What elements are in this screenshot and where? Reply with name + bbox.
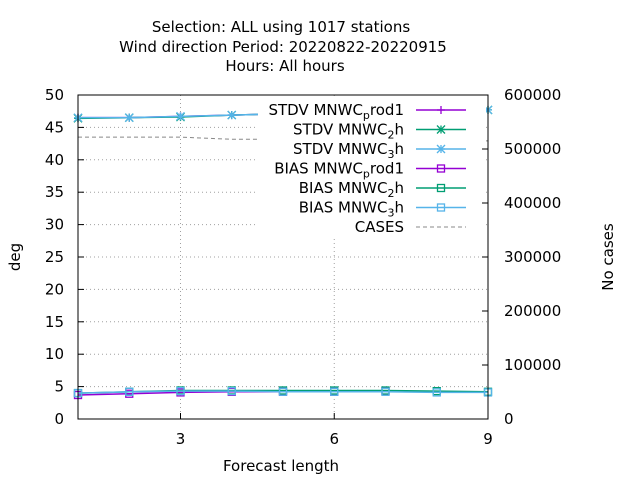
legend-marker-2 [436,144,446,154]
y-tick-label: 15 [45,313,64,331]
series-5-point [227,386,236,396]
series-2-point [227,110,237,120]
legend-label-3: BIAS MNWCprod1 [274,160,404,181]
legend-label-5: BIAS MNWC3h [299,199,404,220]
legend-label-1: STDV MNWC2h [293,121,404,142]
y-tick-label: 35 [45,183,64,201]
y-tick-label: 50 [45,86,64,104]
series-5-point [381,387,390,396]
y2-tick-label: 100000 [504,356,561,374]
legend-marker-4 [436,183,446,193]
y-tick-label: 5 [54,378,64,396]
title-line-1: Selection: ALL using 1017 stations [152,18,411,36]
legend-marker-1 [436,125,446,134]
y-tick-label: 45 [45,118,64,136]
y2-axis-label: No cases [599,223,617,291]
legend-box [258,96,486,236]
legend-marker-5 [436,203,446,212]
y2-tick-label: 500000 [504,140,561,158]
series-5-point [330,387,339,396]
y2-tick-label: 300000 [504,248,561,266]
y-tick-label: 10 [45,345,64,363]
y-tick-label: 25 [45,248,64,266]
y-tick-label: 20 [45,280,64,298]
chart-title: Selection: ALL using 1017 stations Wind … [119,18,447,75]
legend-label-0: STDV MNWCprod1 [268,101,404,122]
series-5-point [125,387,134,396]
legend-marker-3 [436,164,446,173]
y-tick-label: 0 [54,410,64,428]
axis-ticks: 0 5 10 15 20 25 30 35 40 45 50 0 100000 200000 300000 4… [45,86,561,448]
y-tick-label: 40 [45,151,64,169]
series-2-point [124,113,134,123]
legend-label-6: CASES [355,218,404,236]
y2-tick-label: 600000 [504,86,561,104]
series-5-point [176,386,185,396]
series-2-point [176,111,185,121]
title-line-2: Wind direction Period: 20220822-20220915 [119,38,447,56]
x-tick-label: 6 [329,430,339,448]
y-tick-label: 30 [45,216,64,234]
y2-tick-label: 400000 [504,194,561,212]
y2-tick-label: 0 [504,410,514,428]
x-tick-label: 9 [483,430,493,448]
series-5-point [432,388,441,397]
legend-label-2: STDV MNWC3h [293,140,404,161]
series-5-point [278,387,288,396]
x-axis-label: Forecast length [223,457,339,475]
y-axis-label: deg [6,243,24,271]
series-line-5 [77,390,488,394]
x-tick-label: 3 [176,430,186,448]
title-line-3: Hours: All hours [225,57,344,75]
legend-marker-0 [437,106,445,114]
y2-tick-label: 200000 [504,302,561,320]
legend-label-4: BIAS MNWC2h [299,179,404,200]
